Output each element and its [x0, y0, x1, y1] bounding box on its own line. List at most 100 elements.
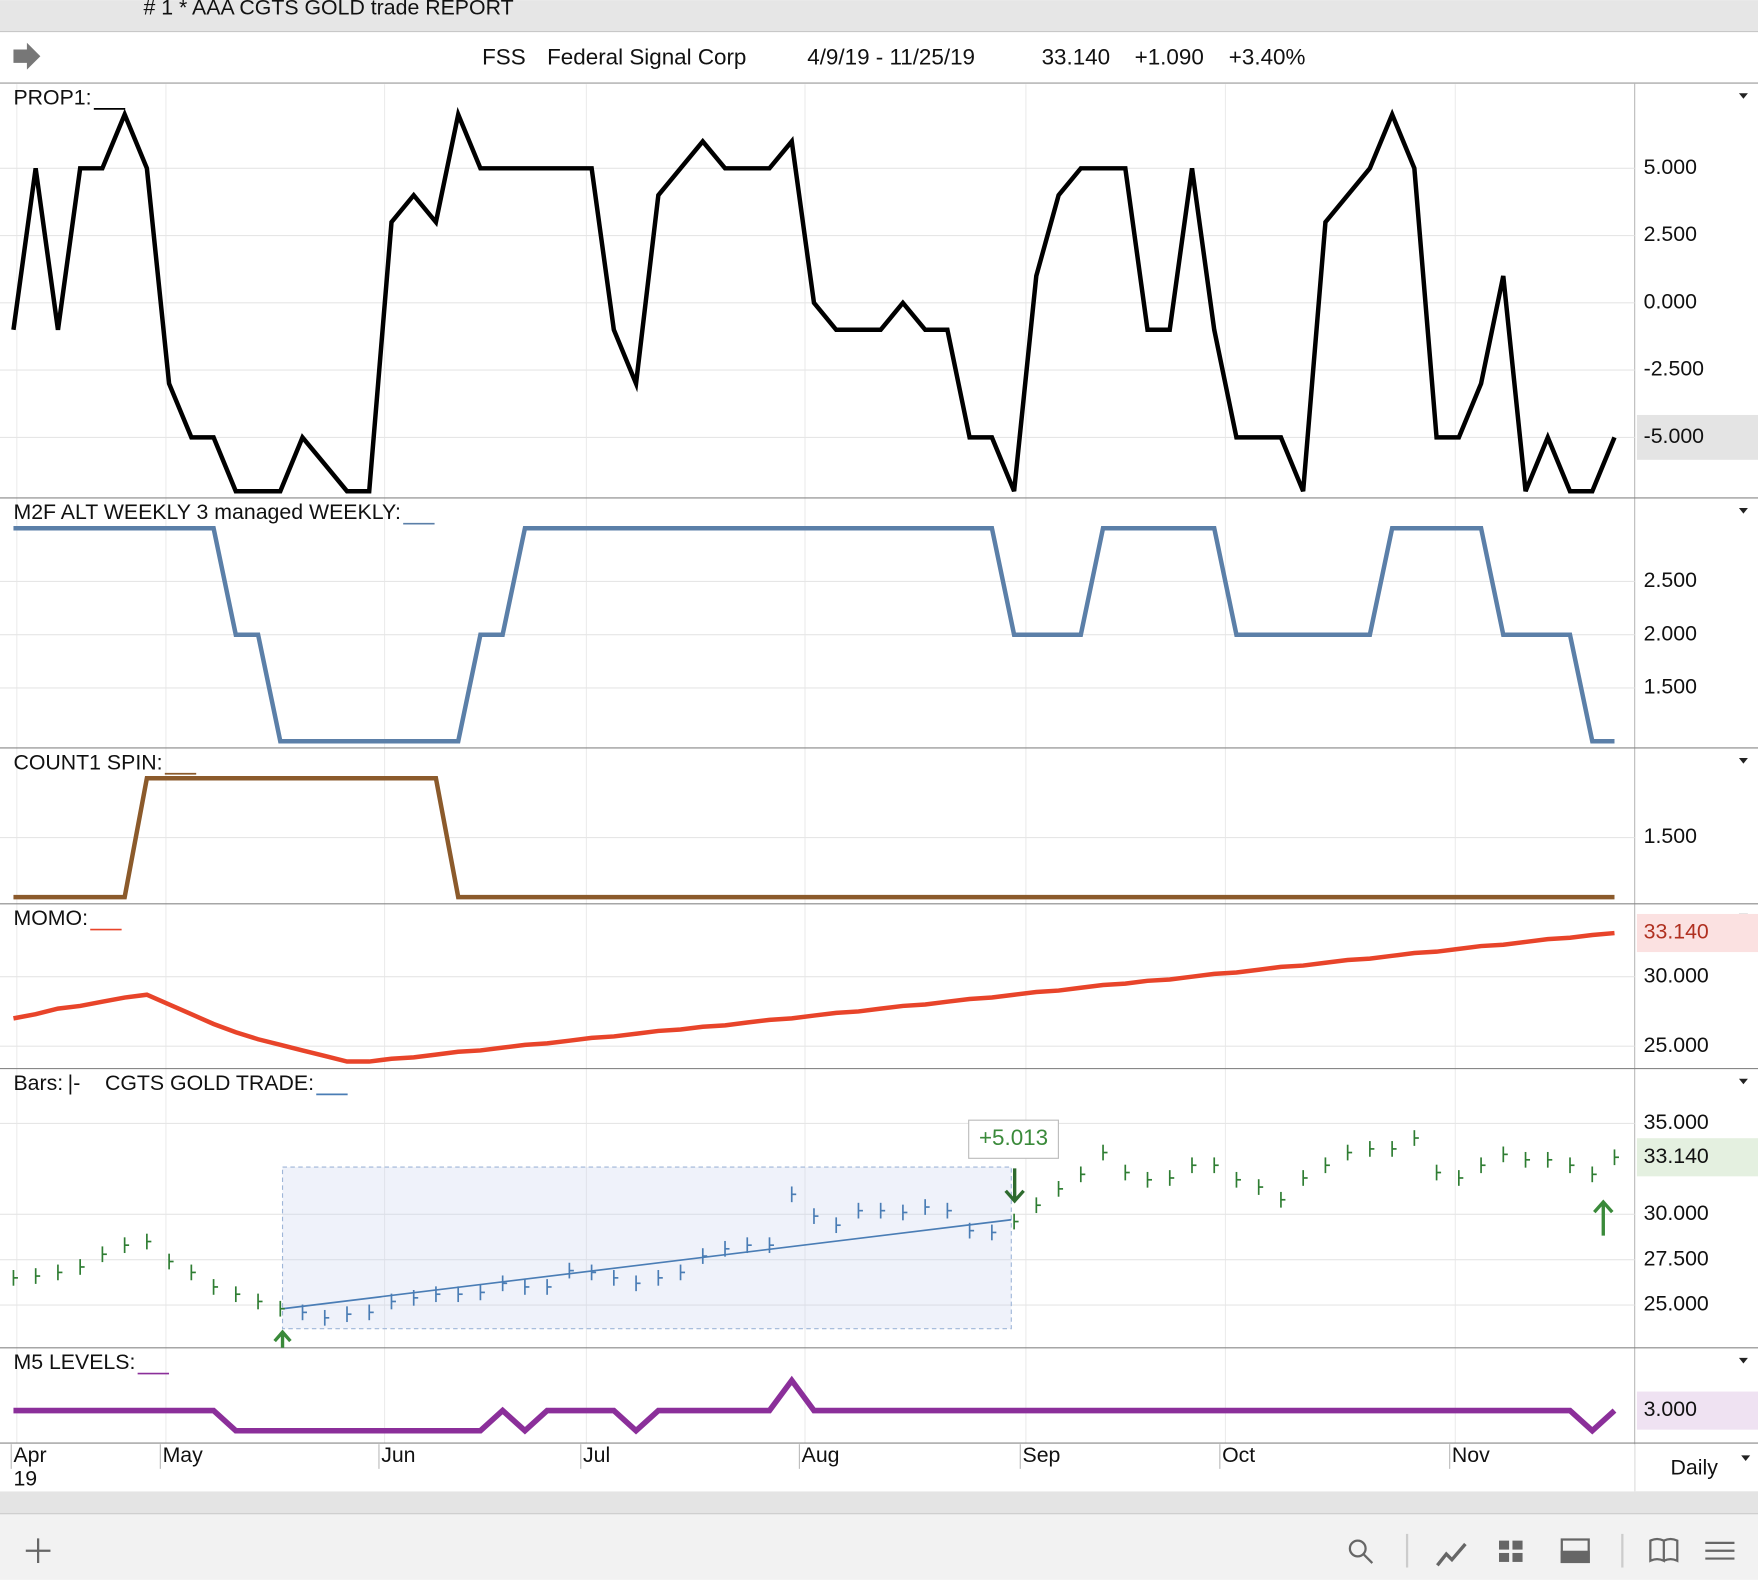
panel-title: Bars: [13, 1071, 63, 1095]
x-tick-label: May [163, 1443, 204, 1467]
price-bar [524, 1279, 530, 1295]
indicator-line [13, 930, 1615, 1064]
panel-title: M2F ALT WEEKLY 3 managed WEEKLY: [13, 500, 400, 524]
price-bar [279, 1300, 285, 1317]
price-change: +1.090 [1135, 44, 1204, 69]
period-caret [1741, 1455, 1751, 1462]
panel-title: M5 LEVELS: [13, 1350, 135, 1374]
price-bar [212, 1279, 219, 1295]
price-bar [1391, 1141, 1397, 1157]
price-bar [946, 1202, 952, 1219]
panel-menu-caret[interactable] [1738, 1357, 1748, 1364]
date-range: 4/9/19 - 11/25/19 [807, 44, 975, 69]
nav-arrow[interactable] [13, 42, 41, 70]
price-bar [1079, 1166, 1086, 1183]
x-tick-label: Sep [1023, 1443, 1061, 1467]
panel-menu-caret[interactable] [1738, 758, 1748, 764]
price-bar [590, 1264, 597, 1281]
y-tick-label: 27.500 [1644, 1246, 1709, 1270]
x-tick-label: Aug [802, 1443, 840, 1467]
panel-menu-caret[interactable] [1738, 508, 1748, 514]
panel-title: COUNT1 SPIN: [13, 750, 162, 774]
add-button[interactable] [25, 1538, 51, 1564]
price-bar [902, 1204, 908, 1221]
price-bar [1546, 1151, 1553, 1168]
price-bar [1435, 1164, 1442, 1181]
menu-button[interactable] [1705, 1541, 1735, 1560]
search-button[interactable] [1348, 1539, 1367, 1558]
signal-arrow [1593, 1199, 1614, 1236]
price-bar [435, 1286, 441, 1303]
price-bar [57, 1264, 63, 1281]
price-bar [1302, 1170, 1308, 1186]
last-value-label: 33.140 [1644, 920, 1709, 944]
price-bar [1346, 1144, 1353, 1161]
price-bar [968, 1222, 975, 1239]
percent-change: +3.40% [1229, 44, 1306, 69]
price-bar [1146, 1171, 1153, 1188]
entry-arrow [273, 1329, 292, 1348]
y-tick-label: 2.500 [1644, 568, 1697, 592]
price-bar [79, 1259, 85, 1275]
status-band [0, 1491, 1758, 1514]
icon-cell [1512, 1540, 1523, 1550]
book-button[interactable] [1649, 1537, 1679, 1563]
indicator-line [13, 525, 1615, 744]
price-bar [168, 1253, 174, 1270]
price-bar [257, 1293, 263, 1310]
panel-menu-caret[interactable] [1738, 93, 1748, 99]
toolbar [0, 1513, 1758, 1580]
last-value-label: 3.000 [1644, 1397, 1697, 1421]
search-handle [1362, 1553, 1374, 1564]
price-bar [234, 1286, 241, 1303]
y-tick-label: 1.500 [1644, 675, 1697, 699]
panel-menu-caret[interactable] [1738, 1078, 1748, 1085]
period-selector[interactable]: Daily [1671, 1455, 1719, 1479]
price-bar [1102, 1144, 1108, 1161]
y-tick-label: 0.000 [1644, 289, 1697, 313]
y-tick-label: 30.000 [1644, 963, 1709, 987]
layout-button[interactable] [1499, 1540, 1523, 1562]
price-bar [679, 1264, 686, 1281]
y-tick-label: 35.000 [1644, 1110, 1709, 1134]
price-bar [1524, 1151, 1531, 1168]
price-bar [635, 1275, 641, 1292]
indicator-line [11, 106, 1617, 494]
price-bar [1480, 1157, 1486, 1174]
x-tick-label: Oct [1222, 1443, 1255, 1467]
chart-style-button[interactable] [1436, 1542, 1467, 1567]
price-bar [1369, 1141, 1375, 1157]
price-bar [768, 1237, 774, 1254]
price-bar [1168, 1170, 1175, 1186]
year-label: 19 [13, 1467, 37, 1491]
indicator-line [13, 775, 1615, 900]
price-bar [724, 1240, 730, 1257]
price-bar [924, 1199, 930, 1215]
price-bar [101, 1246, 107, 1263]
price-bar [546, 1279, 552, 1295]
price-bar [991, 1224, 997, 1241]
panel-title: MOMO: [13, 906, 88, 930]
y-tick-label: 2.500 [1644, 222, 1697, 246]
toolbar-icons [25, 1533, 1735, 1568]
price-bar [1035, 1197, 1041, 1214]
price-bar [323, 1309, 330, 1326]
price-bar [301, 1304, 308, 1321]
last-value-box [1636, 913, 1758, 953]
x-tick-label: Jul [583, 1443, 610, 1467]
y-tick-label: 2.000 [1644, 621, 1697, 645]
price-bar [790, 1186, 797, 1203]
last-value-box [1636, 1391, 1758, 1430]
y-tick-label: -2.500 [1644, 357, 1705, 381]
price-bar [1324, 1157, 1330, 1174]
price-bar [1569, 1157, 1575, 1174]
price-bar [1591, 1166, 1597, 1183]
last-price: 33.140 [1042, 44, 1111, 69]
y-tick-label: 25.000 [1644, 1292, 1709, 1316]
price-bar [746, 1237, 752, 1254]
trade-label: +5.013 [979, 1125, 1048, 1150]
last-value-label: 33.140 [1644, 1144, 1709, 1168]
price-bar [390, 1293, 396, 1310]
